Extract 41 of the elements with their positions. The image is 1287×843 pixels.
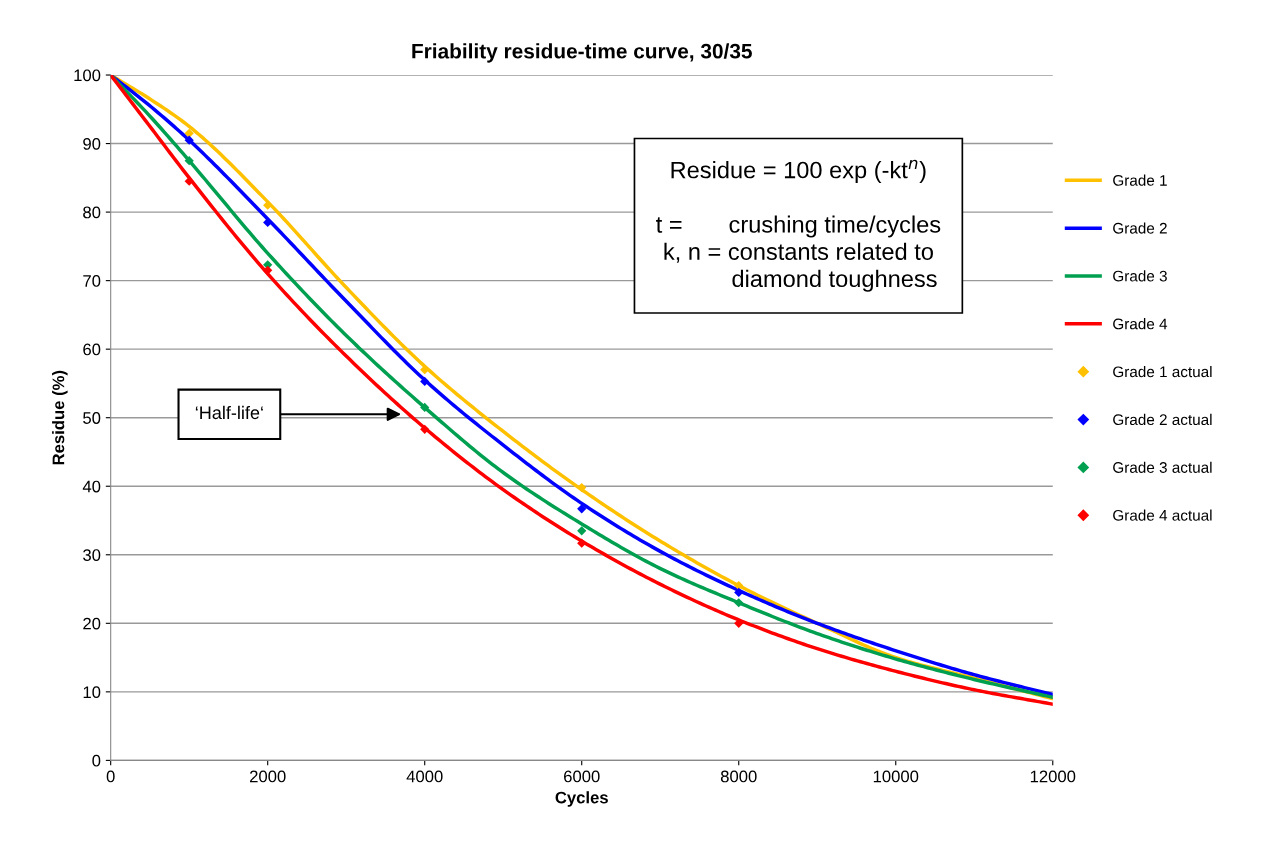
y-tick-label: 50: [83, 412, 101, 424]
legend-label: Grade 2 actual: [1113, 413, 1212, 426]
point: [420, 402, 430, 413]
x-axis-title: Cycles: [555, 791, 608, 807]
legend-label: Grade 1: [1113, 174, 1167, 186]
y-tick-label: 30: [83, 549, 101, 561]
legend-label: Grade 4 actual: [1113, 509, 1212, 521]
legend-label: Grade 2: [1113, 222, 1167, 234]
point: [420, 424, 430, 434]
point: [577, 483, 587, 493]
y-tick-label: 80: [83, 206, 101, 219]
point: [184, 156, 194, 166]
legend-label: Grade 4: [1113, 318, 1168, 330]
legend-label: Grade 3: [1113, 270, 1167, 282]
y-tick-label: 100: [74, 69, 101, 82]
point: [734, 598, 744, 608]
x-tick-label: 6000: [564, 770, 600, 783]
legend-label: Grade 3 actual: [1113, 461, 1212, 473]
chart-title: Friability residue-time curve, 30/35: [412, 43, 752, 63]
point: [577, 526, 587, 536]
y-tick-label: 40: [82, 480, 101, 493]
y-tick-label: 70: [83, 275, 101, 287]
x-tick-label: 2000: [250, 770, 286, 783]
y-axis-title: Residue (%): [52, 370, 68, 465]
x-tick-label: 10000: [873, 770, 919, 783]
text: Residue = 100 exp (-kt$^{n}$) t = crushing time/cycles k, n = constants related to diamond toughness: [656, 159, 941, 292]
y-tick-label: 10: [83, 686, 101, 699]
point: [577, 504, 587, 514]
y-tick-label: 90: [83, 137, 101, 150]
y-tick-label: 60: [83, 343, 101, 356]
legend-label: Grade 1 actual: [1113, 365, 1212, 378]
x-tick-label: 8000: [720, 770, 757, 783]
point: [420, 376, 430, 386]
point: [184, 135, 194, 145]
annotation: ‘Half-life‘: [195, 405, 263, 420]
x-tick-label: 0: [106, 770, 115, 783]
point: [184, 128, 194, 138]
x-tick-label: 4000: [406, 770, 443, 783]
y-tick-label: 20: [83, 617, 101, 630]
y-tick-label: 0: [92, 754, 101, 767]
x-tick-label: 12000: [1030, 770, 1076, 783]
